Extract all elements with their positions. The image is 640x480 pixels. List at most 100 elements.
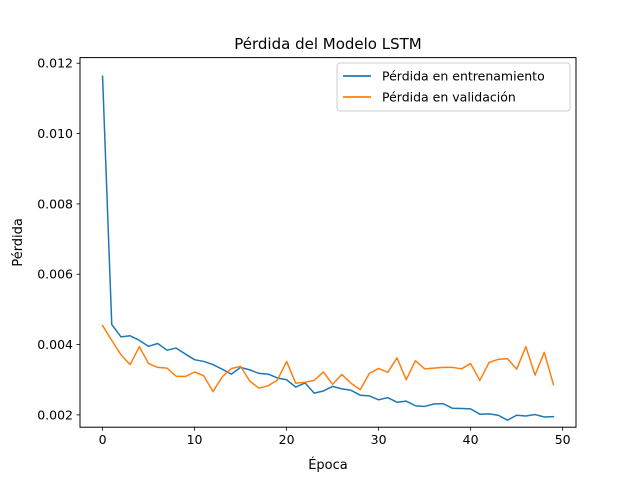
data-point-0-43 (498, 415, 499, 416)
data-point-1-48 (544, 352, 545, 353)
data-point-1-22 (304, 382, 305, 383)
series-line-0 (101, 75, 555, 421)
data-point-0-9 (185, 353, 186, 354)
data-point-0-32 (396, 402, 397, 403)
data-point-0-38 (452, 408, 453, 409)
data-point-1-25 (332, 384, 333, 385)
legend-label-validation: Pérdida en validación (382, 90, 516, 105)
data-point-0-30 (378, 399, 379, 400)
data-point-1-34 (415, 360, 416, 361)
data-point-1-15 (240, 366, 241, 367)
data-point-1-41 (479, 380, 480, 381)
data-point-1-5 (148, 363, 149, 364)
data-point-1-14 (231, 368, 232, 369)
data-point-0-47 (534, 414, 535, 415)
data-point-0-16 (249, 369, 250, 370)
data-point-1-21 (295, 383, 296, 384)
series-0 (101, 75, 555, 421)
data-point-0-48 (544, 416, 545, 417)
data-point-0-10 (194, 359, 195, 360)
y-tick-label-1: 0.004 (37, 337, 73, 352)
data-point-0-24 (323, 390, 324, 391)
data-point-1-46 (525, 346, 526, 347)
data-point-1-6 (157, 367, 158, 368)
data-point-0-40 (470, 408, 471, 409)
axes-frame (79, 57, 577, 428)
legend-box (336, 62, 571, 112)
data-point-1-45 (516, 369, 517, 370)
data-point-1-8 (176, 376, 177, 377)
data-point-0-20 (286, 379, 287, 380)
data-point-0-2 (120, 336, 121, 337)
data-point-1-26 (341, 374, 342, 375)
data-point-0-17 (258, 373, 259, 374)
data-point-1-40 (470, 363, 471, 364)
data-point-0-31 (387, 397, 388, 398)
data-point-1-49 (553, 384, 554, 385)
data-point-1-43 (498, 359, 499, 360)
series-1 (101, 324, 555, 393)
data-point-1-4 (139, 346, 140, 347)
x-tick-label-0: 0 (99, 432, 107, 447)
data-point-1-7 (166, 368, 167, 369)
data-point-0-11 (203, 361, 204, 362)
data-point-0-8 (176, 347, 177, 348)
data-point-0-13 (222, 369, 223, 370)
y-tick-label-3: 0.008 (37, 196, 73, 211)
data-point-0-0 (102, 76, 103, 77)
plot-area: 0 10 20 30 40 50 0.002 0.004 0.006 0.008 0.010 0.01… (37, 56, 570, 447)
data-point-0-25 (332, 386, 333, 387)
data-point-1-33 (406, 379, 407, 380)
x-tick-label-3: 30 (371, 432, 387, 447)
data-point-0-23 (314, 392, 315, 393)
data-point-1-2 (120, 354, 121, 355)
x-tick-label-4: 40 (463, 432, 479, 447)
data-point-0-45 (516, 415, 517, 416)
data-point-1-18 (268, 385, 269, 386)
data-point-0-27 (350, 390, 351, 391)
chart-title: Pérdida del Modelo LSTM (234, 35, 421, 53)
data-point-0-12 (212, 364, 213, 365)
data-point-1-47 (534, 375, 535, 376)
data-point-1-13 (222, 376, 223, 377)
data-point-1-3 (130, 364, 131, 365)
data-point-1-31 (387, 372, 388, 373)
data-point-1-17 (258, 388, 259, 389)
data-point-0-6 (157, 343, 158, 344)
x-tick-label-1: 10 (187, 432, 203, 447)
y-tick-label-0: 0.002 (37, 407, 73, 422)
data-point-1-37 (442, 367, 443, 368)
data-point-1-10 (194, 371, 195, 372)
data-point-0-35 (424, 406, 425, 407)
data-point-0-4 (139, 340, 140, 341)
data-point-0-44 (507, 420, 508, 421)
data-point-0-36 (433, 403, 434, 404)
data-point-0-3 (130, 335, 131, 336)
y-tick-label-5: 0.012 (37, 56, 73, 71)
data-point-0-33 (406, 401, 407, 402)
data-point-1-24 (323, 371, 324, 372)
series-line-1 (101, 324, 555, 393)
data-point-0-46 (525, 415, 526, 416)
data-point-0-28 (360, 395, 361, 396)
data-point-0-39 (461, 408, 462, 409)
data-point-1-42 (488, 362, 489, 363)
x-axis-label: Época (308, 457, 348, 473)
legend-label-train: Pérdida en entrenamiento (382, 69, 545, 84)
data-point-1-32 (396, 357, 397, 358)
data-point-0-29 (369, 395, 370, 396)
data-point-0-5 (148, 346, 149, 347)
data-point-0-34 (415, 405, 416, 406)
y-axis-label: Pérdida (11, 218, 26, 267)
data-point-0-1 (111, 324, 112, 325)
legend: Pérdida en entrenamiento Pérdida en vali… (336, 62, 571, 112)
data-point-1-1 (111, 340, 112, 341)
data-point-1-38 (452, 367, 453, 368)
data-point-0-49 (553, 416, 554, 417)
data-point-1-9 (185, 376, 186, 377)
y-tick-label-4: 0.010 (37, 126, 73, 141)
data-point-1-39 (461, 368, 462, 369)
data-point-1-19 (277, 379, 278, 380)
data-point-1-12 (212, 391, 213, 392)
